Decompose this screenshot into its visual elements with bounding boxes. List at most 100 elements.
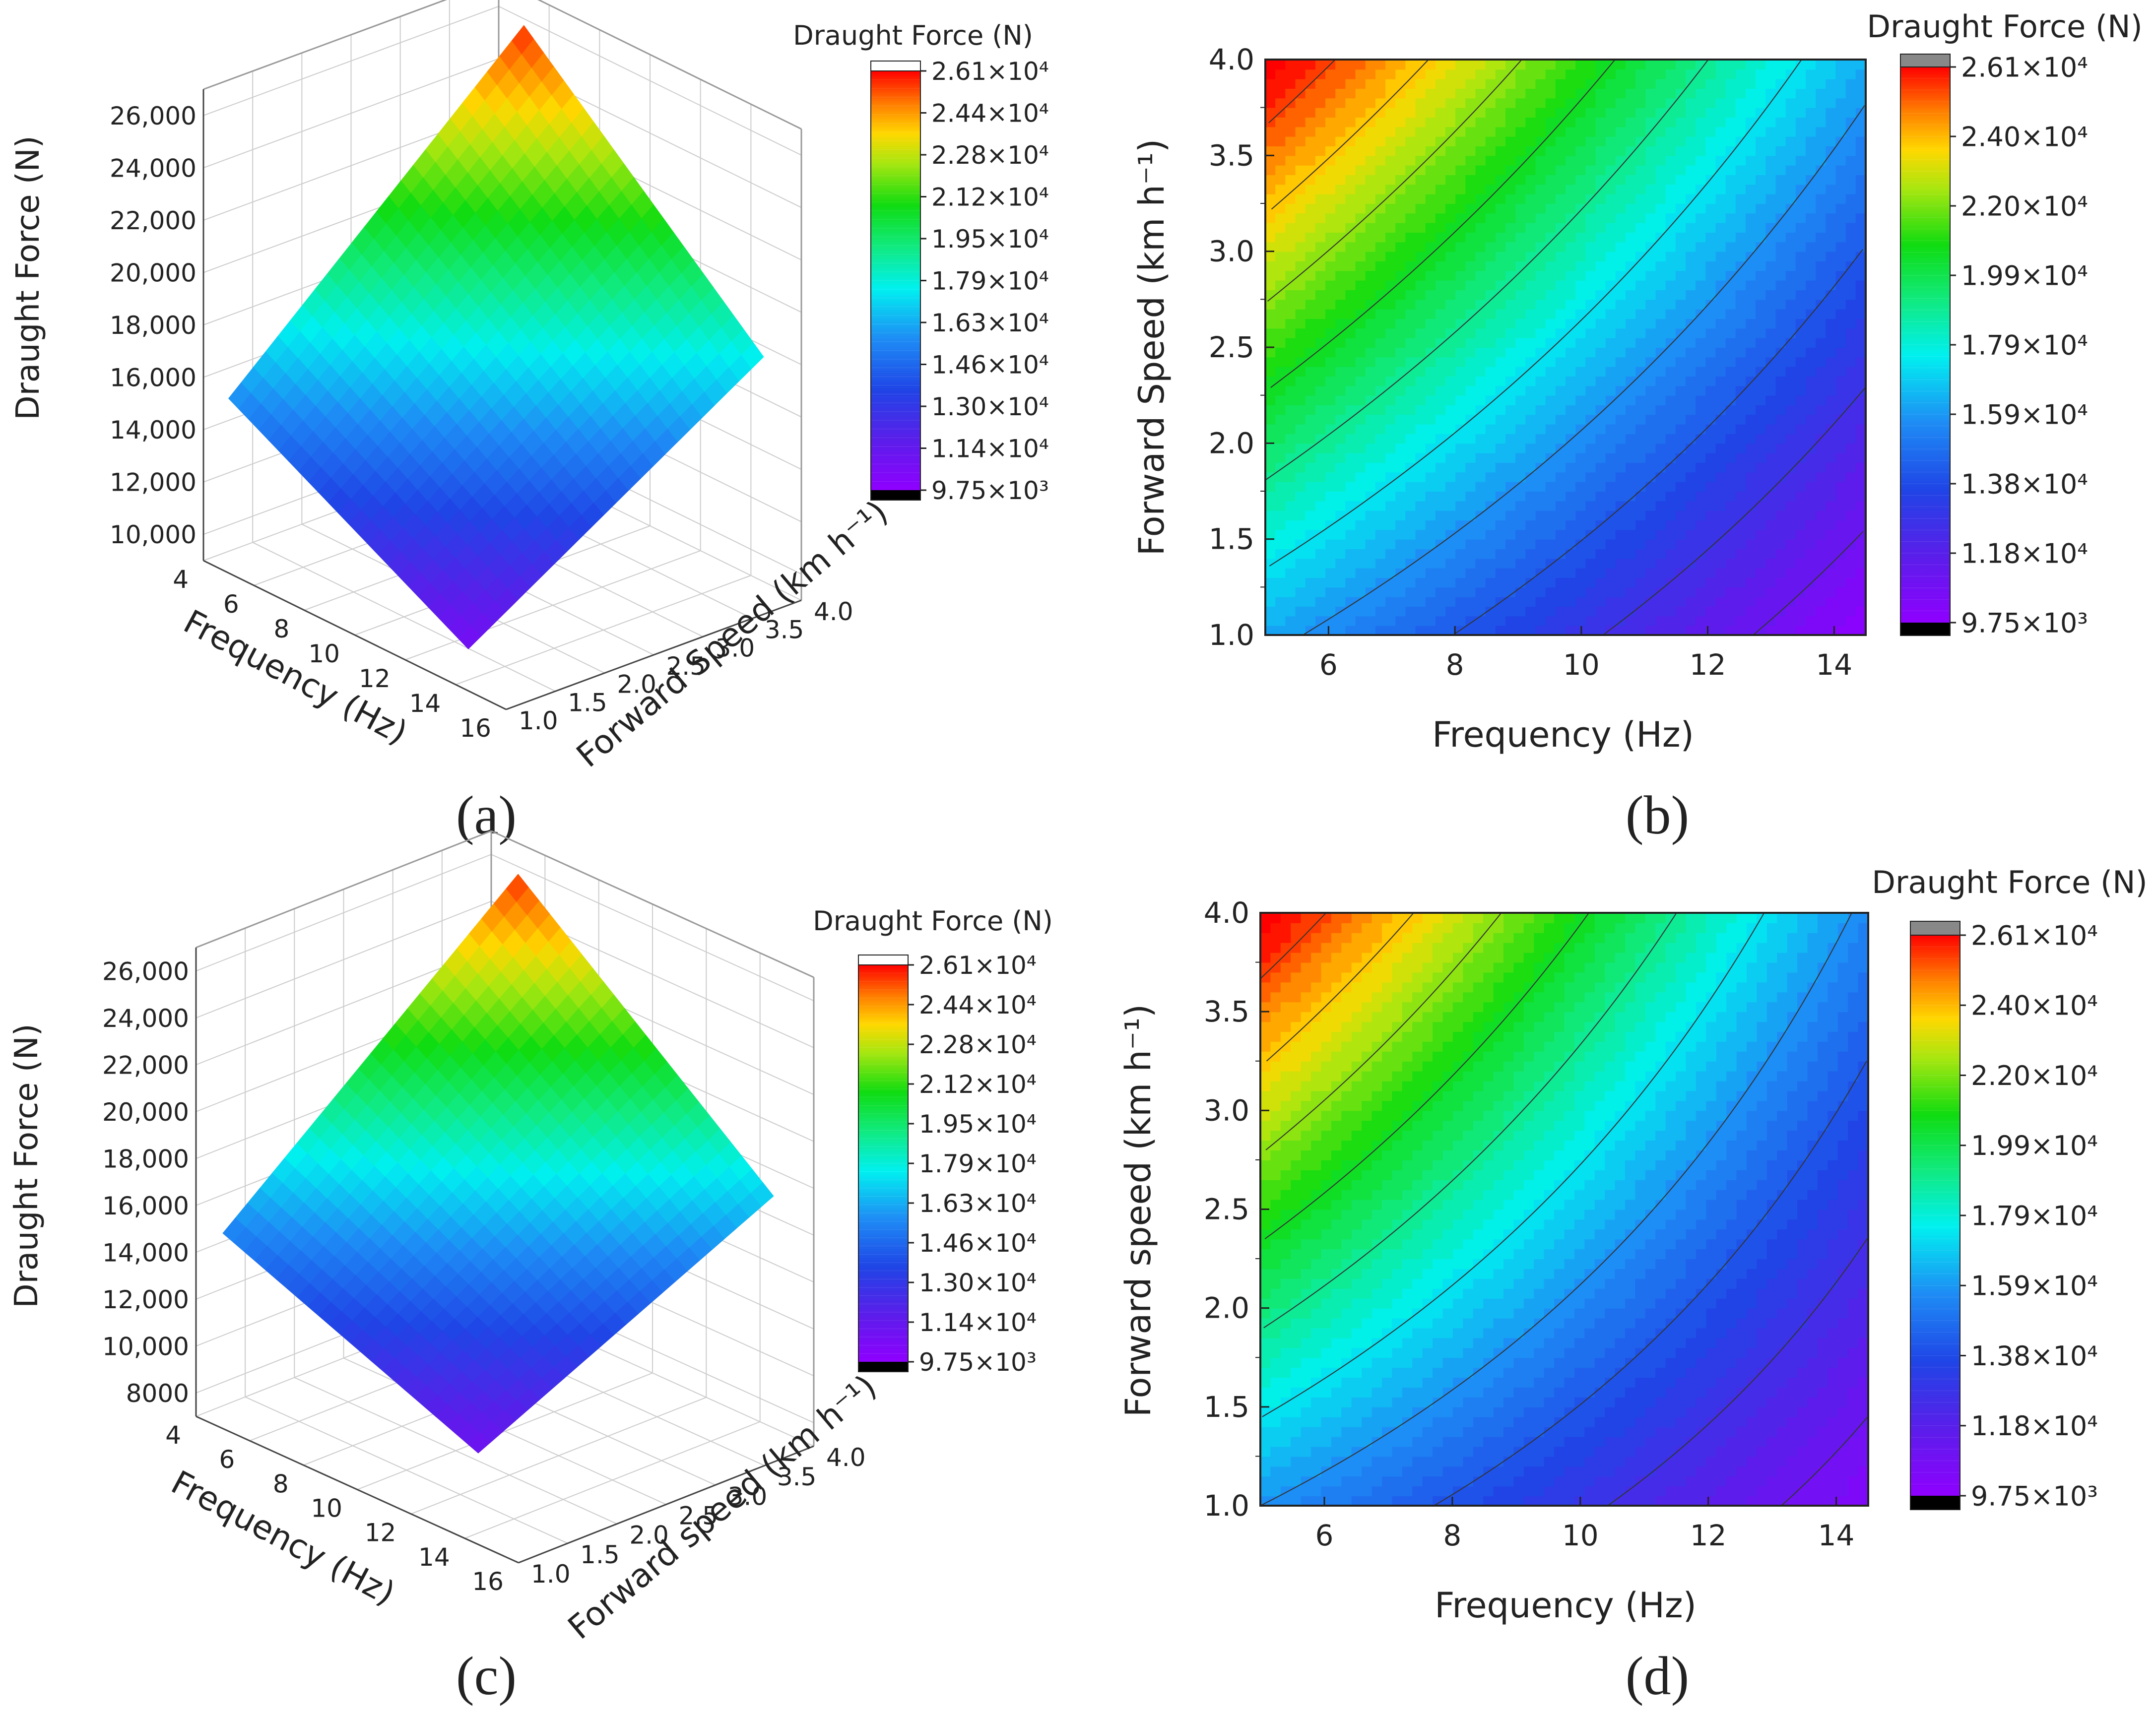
colorbar-tick-label: 1.79×10⁴ (931, 267, 1049, 296)
y-tick-label: 2.0 (1209, 426, 1254, 460)
colorbar-tick-label: 1.59×10⁴ (1961, 399, 2088, 430)
colorbar-tick-label: 2.28×10⁴ (919, 1030, 1037, 1059)
y-tick-label: 2.5 (1209, 330, 1254, 364)
panel-a-x-tick-labels: 4 6 8 10 12 14 16 (173, 565, 491, 743)
panel-c-x-tick-labels: 4 6 8 10 12 14 16 (165, 1421, 504, 1596)
panel-a-y-axis-label: Forward Speed (km h⁻¹) (569, 493, 895, 775)
colorbar-tick-label: 1.95×10⁴ (931, 225, 1049, 254)
colorbar-tick-label: 9.75×10³ (931, 476, 1049, 505)
panel-c-y-axis-label: Forward speed (km h⁻¹) (561, 1367, 884, 1647)
colorbar-tick-label: 1.30×10⁴ (919, 1269, 1037, 1297)
y-tick-label: 3.0 (1204, 1093, 1249, 1127)
colorbar-tick-label: 1.14×10⁴ (931, 435, 1049, 463)
x-tick-label: 12 (365, 1519, 396, 1547)
x-tick-label: 8 (1443, 1519, 1461, 1552)
colorbar-tick-label: 1.46×10⁴ (931, 351, 1049, 380)
colorbar-tick-label: 9.75×10³ (1961, 607, 2088, 638)
colorbar-under-cap (871, 490, 920, 500)
colorbar-tick-label: 1.79×10⁴ (919, 1149, 1037, 1178)
contour-line (1603, 387, 1866, 635)
contour-line (1753, 531, 1864, 635)
colorbar-tick-label: 1.79×10⁴ (1971, 1200, 2098, 1231)
z-tick-label: 12,000 (102, 1285, 189, 1314)
contour-line (1266, 913, 1414, 1062)
z-tick-label: 24,000 (110, 154, 196, 183)
colorbar-tick-label: 2.44×10⁴ (931, 99, 1049, 128)
z-tick-label: 26,000 (102, 957, 189, 986)
y-tick-label: 1.5 (580, 1540, 620, 1569)
colorbar-tick-label: 1.99×10⁴ (1971, 1130, 2098, 1161)
colorbar-tick-label: 2.61×10⁴ (919, 951, 1037, 980)
z-tick-label: 22,000 (110, 206, 196, 235)
y-tick-label: 1.5 (568, 688, 607, 717)
colorbar-tick-label: 2.61×10⁴ (1961, 52, 2088, 83)
colorbar-tick-label: 1.63×10⁴ (931, 309, 1049, 337)
x-tick-label: 8 (1446, 648, 1464, 682)
x-tick-label: 4 (165, 1421, 181, 1450)
panel-d-tick-labels: 6 8 10 12 14 1.0 1.5 2.0 2.5 3.0 3.5 4.0 (1204, 896, 1855, 1552)
colorbar-over-cap (1900, 54, 1951, 67)
contour-line (1607, 1238, 1868, 1506)
panel-b-letter: (b) (1626, 785, 1689, 845)
panel-d-heatmap (1260, 913, 1868, 1506)
colorbar-tick-label: 1.14×10⁴ (919, 1308, 1037, 1337)
z-tick-label: 16,000 (110, 364, 196, 392)
z-tick-label: 14,000 (110, 416, 196, 445)
contour-line (1260, 913, 1327, 979)
panel-c-colorbar: 2.61×10⁴ 2.44×10⁴ 2.28×10⁴ 2.12×10⁴ 1.95×10⁴… (858, 951, 1037, 1377)
colorbar-tick-label: 1.38×10⁴ (1971, 1340, 2098, 1372)
z-tick-label: 18,000 (110, 311, 196, 340)
z-tick-label: 12,000 (110, 468, 196, 497)
y-tick-label: 2.5 (666, 652, 706, 681)
colorbar-tick-label: 2.12×10⁴ (931, 183, 1049, 212)
x-tick-label: 16 (472, 1567, 504, 1596)
colorbar-tick-label: 9.75×10³ (1971, 1480, 2098, 1512)
panel-c-3d-surface: 8000 10,000 12,000 14,000 16,000 18,000 20,000… (8, 830, 1053, 1706)
y-tick-label: 4.0 (1204, 896, 1249, 930)
x-tick-label: 6 (223, 590, 239, 619)
colorbar-tick-label: 1.63×10⁴ (919, 1189, 1037, 1218)
y-tick-label: 2.0 (1204, 1291, 1249, 1325)
z-tick-label: 20,000 (102, 1098, 189, 1127)
panel-a-z-axis-label: Draught Force (N) (10, 135, 47, 420)
y-tick-label: 1.5 (1209, 522, 1254, 556)
contour-line (1270, 60, 1616, 388)
z-tick-label: 8000 (126, 1379, 189, 1408)
panel-c-letter: (c) (456, 1646, 517, 1706)
contour-line (1262, 913, 1765, 1417)
z-tick-label: 24,000 (102, 1004, 189, 1033)
y-tick-label: 1.0 (531, 1560, 571, 1589)
x-tick-label: 14 (418, 1543, 450, 1572)
x-tick-label: 12 (359, 664, 391, 693)
colorbar-under-cap (1910, 1496, 1960, 1510)
colorbar-gradient (858, 965, 908, 1362)
x-tick-label: 12 (1690, 648, 1726, 682)
contour-line (1260, 913, 1852, 1506)
colorbar-tick-label: 2.40×10⁴ (1971, 990, 2098, 1021)
y-tick-label: 4.0 (826, 1443, 866, 1472)
panel-d-y-axis-label: Forward speed (km h⁻¹) (1118, 1004, 1159, 1417)
colorbar-tick-label: 2.28×10⁴ (931, 141, 1049, 170)
y-tick-label: 3.0 (728, 1482, 768, 1511)
contour-line (1271, 60, 1429, 210)
panel-a-y-tick-labels: 1.0 1.5 2.0 2.5 3.0 3.5 4.0 (519, 597, 853, 735)
panel-a-letter: (a) (456, 785, 517, 845)
colorbar-over-cap (858, 955, 909, 965)
y-tick-label: 2.5 (679, 1502, 719, 1530)
colorbar-tick-label: 1.99×10⁴ (1961, 260, 2088, 291)
panel-b-y-axis-label: Forward Speed (km h⁻¹) (1131, 139, 1172, 556)
x-tick-label: 14 (1816, 648, 1852, 682)
y-tick-label: 3.5 (1204, 995, 1249, 1028)
y-tick-label: 3.5 (765, 616, 804, 644)
z-tick-label: 22,000 (102, 1051, 189, 1080)
panel-b-x-axis-label: Frequency (Hz) (1432, 714, 1694, 755)
contour-line (1269, 60, 1802, 567)
colorbar-tick-label: 1.18×10⁴ (1961, 538, 2088, 569)
panel-c-surface (222, 874, 774, 1454)
colorbar-tick-label: 2.20×10⁴ (1971, 1060, 2098, 1091)
colorbar-tick-label: 2.40×10⁴ (1961, 121, 2088, 152)
contour-line (1434, 1061, 1867, 1506)
colorbar-over-cap (870, 61, 921, 71)
y-tick-label: 1.0 (1204, 1489, 1249, 1523)
